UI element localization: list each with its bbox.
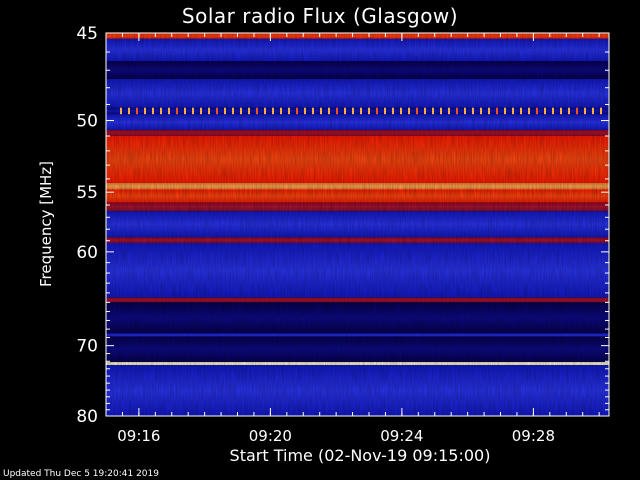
interference-dot bbox=[408, 107, 410, 115]
interference-dot bbox=[552, 107, 554, 115]
interference-dot bbox=[144, 107, 146, 115]
interference-dot bbox=[392, 107, 394, 115]
interference-dot bbox=[160, 107, 162, 115]
interference-dot bbox=[512, 107, 514, 115]
interference-dot bbox=[440, 107, 442, 115]
interference-dot bbox=[264, 107, 266, 115]
interference-dot bbox=[296, 107, 298, 115]
interference-dot bbox=[368, 107, 370, 115]
interference-dot bbox=[344, 107, 346, 115]
spectrogram-noise bbox=[106, 33, 609, 416]
interference-dot bbox=[424, 107, 426, 115]
y-tick-label: 60 bbox=[76, 243, 98, 263]
interference-dot bbox=[320, 107, 322, 115]
interference-dot bbox=[416, 107, 418, 115]
interference-dot bbox=[288, 107, 290, 115]
interference-dot bbox=[216, 107, 218, 115]
interference-dot bbox=[568, 107, 570, 115]
y-tick-label: 70 bbox=[76, 337, 98, 357]
interference-dot bbox=[280, 107, 282, 115]
x-tick-label: 09:28 bbox=[512, 427, 555, 445]
interference-dot bbox=[496, 107, 498, 115]
interference-dot bbox=[520, 107, 522, 115]
interference-dot bbox=[488, 107, 490, 115]
interference-dot bbox=[184, 107, 186, 115]
interference-dot bbox=[584, 107, 586, 115]
interference-dot bbox=[328, 107, 330, 115]
interference-dot bbox=[480, 107, 482, 115]
interference-dot bbox=[448, 107, 450, 115]
interference-dot bbox=[432, 107, 434, 115]
interference-dots bbox=[120, 107, 602, 115]
interference-dot bbox=[208, 107, 210, 115]
interference-dot bbox=[528, 107, 530, 115]
interference-dot bbox=[504, 107, 506, 115]
interference-dot bbox=[128, 107, 130, 115]
interference-dot bbox=[456, 107, 458, 115]
interference-dot bbox=[560, 107, 562, 115]
interference-dot bbox=[136, 107, 138, 115]
plot-frame bbox=[105, 32, 610, 417]
interference-dot bbox=[352, 107, 354, 115]
interference-dot bbox=[272, 107, 274, 115]
updated-timestamp: Updated Thu Dec 5 19:20:41 2019 bbox=[3, 469, 159, 479]
y-tick-label: 45 bbox=[76, 24, 98, 44]
interference-dot bbox=[120, 107, 122, 115]
x-axis-label: Start Time (02-Nov-19 09:15:00) bbox=[229, 446, 491, 465]
x-tick-label: 09:16 bbox=[117, 427, 160, 445]
interference-dot bbox=[176, 107, 178, 115]
interference-dot bbox=[336, 107, 338, 115]
interference-dot bbox=[592, 107, 594, 115]
x-tick-label: 09:24 bbox=[380, 427, 423, 445]
y-tick-label: 50 bbox=[76, 112, 98, 132]
interference-dot bbox=[376, 107, 378, 115]
interference-dot bbox=[360, 107, 362, 115]
interference-dot bbox=[544, 107, 546, 115]
interference-dot bbox=[312, 107, 314, 115]
interference-dot bbox=[248, 107, 250, 115]
interference-dot bbox=[472, 107, 474, 115]
y-axis: 45 50 55 60 70 80 bbox=[76, 24, 609, 427]
interference-dot bbox=[256, 107, 258, 115]
y-axis-label: Frequency [MHz] bbox=[37, 160, 55, 288]
interference-dot bbox=[152, 107, 154, 115]
interference-dot bbox=[536, 107, 538, 115]
interference-dot bbox=[192, 107, 194, 115]
chart-title: Solar radio Flux (Glasgow) bbox=[181, 4, 459, 28]
interference-dot bbox=[576, 107, 578, 115]
y-tick-label: 80 bbox=[76, 407, 98, 427]
interference-dot bbox=[200, 107, 202, 115]
interference-dot bbox=[240, 107, 242, 115]
y-tick-label: 55 bbox=[76, 183, 98, 203]
interference-dot bbox=[232, 107, 234, 115]
interference-dot bbox=[304, 107, 306, 115]
interference-dot bbox=[400, 107, 402, 115]
x-axis: 09:16 09:20 09:24 09:28 bbox=[105, 33, 600, 445]
interference-dot bbox=[464, 107, 466, 115]
x-tick-label: 09:20 bbox=[249, 427, 292, 445]
interference-dot bbox=[600, 107, 602, 115]
interference-dot bbox=[384, 107, 386, 115]
interference-dot bbox=[168, 107, 170, 115]
interference-dot bbox=[224, 107, 226, 115]
